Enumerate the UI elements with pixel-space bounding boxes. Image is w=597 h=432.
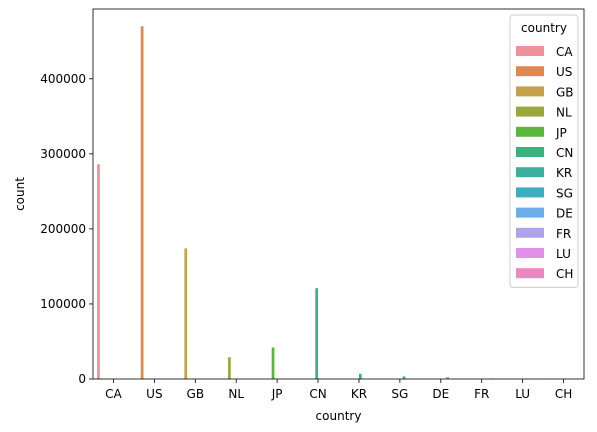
legend-label-LU: LU [556, 247, 571, 261]
legend-swatch-SG [516, 187, 544, 198]
bar-SG-SG [402, 376, 406, 379]
bar-KR-KR [358, 373, 362, 379]
bar-GB-GB [184, 248, 188, 379]
legend-swatch-CN [516, 147, 544, 157]
y-tick-label: 300000 [40, 147, 86, 161]
y-axis-label: count [13, 177, 27, 211]
legend-swatch-LU [516, 248, 544, 258]
legend-swatch-US [516, 66, 544, 77]
legend-swatch-FR [516, 227, 544, 238]
legend-swatch-NL [516, 106, 544, 117]
x-tick-label: KR [351, 387, 367, 401]
x-axis: CA US GB NL JP CN KR SG DE FR LU CH [105, 379, 572, 401]
bar-US-US [140, 26, 144, 379]
legend-swatch-CA [516, 46, 544, 56]
x-tick-label: GB [187, 387, 205, 401]
legend-label-DE: DE [556, 207, 573, 221]
legend-label-SG: SG [556, 186, 573, 200]
y-tick-label: 100000 [40, 297, 86, 311]
plot-frame [92, 8, 585, 380]
x-tick-label: US [146, 387, 162, 401]
legend-label-US: US [556, 65, 572, 79]
x-axis-label: country [316, 409, 362, 423]
x-tick-label: CA [105, 387, 122, 401]
legend-label-KR: KR [556, 166, 572, 180]
legend-label-CH: CH [556, 267, 573, 281]
bar-CA-CA [97, 164, 100, 379]
legend-label-CN: CN [556, 146, 573, 160]
x-tick-label: CH [555, 387, 572, 401]
legend-swatch-CH [516, 268, 544, 279]
y-tick-label: 0 [78, 372, 86, 386]
y-axis: 0 100000 200000 300000 400000 [40, 72, 93, 386]
bar-CN-CN [315, 288, 319, 379]
x-tick-label: NL [228, 387, 244, 401]
legend-swatch-DE [516, 207, 544, 218]
legend-title: country [521, 21, 567, 35]
legend-label-GB: GB [556, 85, 574, 99]
x-tick-label: SG [391, 387, 408, 401]
x-tick-label: FR [474, 387, 489, 401]
x-tick-label: CN [309, 387, 326, 401]
legend: country CA US GB NL JP CN KR SG DE FR LU CH [509, 14, 579, 288]
bar-JP-JP [271, 347, 275, 379]
legend-swatch-KR [516, 167, 544, 178]
legend-label-CA: CA [556, 45, 573, 59]
x-tick-label: DE [432, 387, 449, 401]
bar-NL-NL [228, 357, 231, 379]
legend-swatch-JP [516, 126, 544, 137]
legend-label-NL: NL [556, 106, 572, 120]
bar-DE-DE [446, 377, 449, 379]
legend-items: CA US GB NL JP CN KR SG DE FR LU CH [516, 45, 574, 281]
legend-label-FR: FR [556, 227, 571, 241]
x-tick-label: JP [271, 387, 283, 401]
legend-swatch-GB [516, 86, 544, 97]
y-tick-label: 200000 [40, 222, 86, 236]
y-tick-label: 400000 [40, 72, 86, 86]
x-tick-label: LU [515, 387, 530, 401]
legend-label-JP: JP [555, 126, 567, 140]
